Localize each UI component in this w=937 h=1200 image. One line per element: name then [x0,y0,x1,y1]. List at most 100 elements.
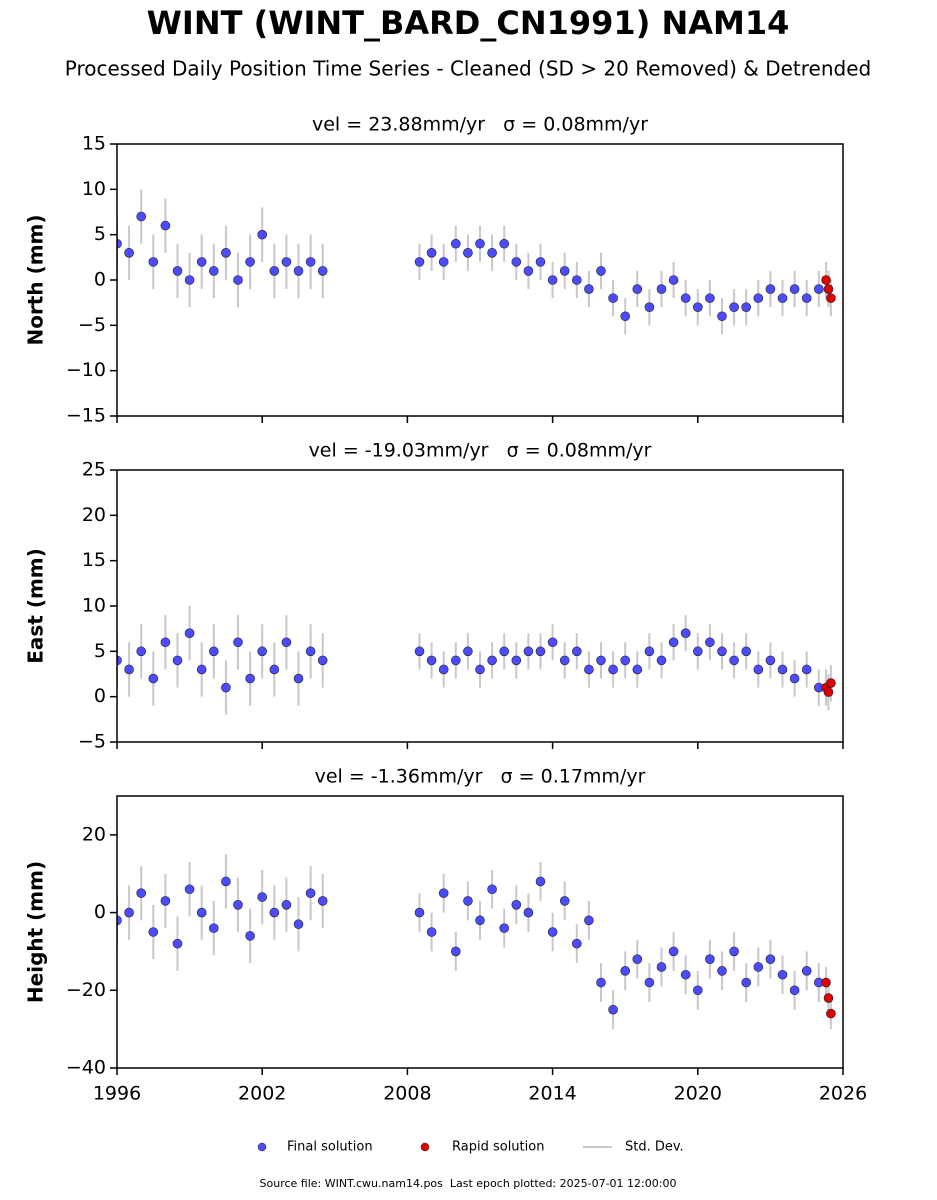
data-point [450,238,461,249]
data-point [269,664,280,675]
data-point [620,311,631,322]
data-point [692,646,703,657]
data-point [559,266,570,276]
data-point [148,927,159,937]
y-axis-label: Height (mm) [24,861,48,1003]
data-point [741,646,752,657]
y-tick-label: −40 [66,1057,106,1079]
data-point [777,293,788,303]
data-point [523,907,534,918]
x-tick-label: 1996 [93,1083,141,1105]
data-point [172,938,183,949]
data-point [656,655,667,666]
data-point [801,293,812,303]
y-tick-label: 0 [94,269,106,291]
data-point [305,888,316,898]
data-point [124,664,134,675]
data-point [233,275,243,285]
data-point [136,888,146,898]
data-point [426,655,437,666]
data-point [668,946,679,957]
data-point [765,655,776,666]
data-point [596,655,606,666]
data-point [450,655,461,666]
data-point [620,655,631,666]
data-point [777,969,788,980]
data-point [414,646,425,657]
data-point [245,931,255,941]
data-point [487,248,497,258]
data-point [499,238,510,249]
data-point [209,923,219,933]
data-point [317,896,328,906]
data-point [305,646,316,657]
panel-title: vel = 23.88mm/yr σ = 0.08mm/yr [312,114,648,136]
data-point [117,655,122,666]
y-tick-label: 10 [82,178,106,200]
axes-frame [116,795,844,1069]
data-point [584,284,594,294]
data-point [584,664,594,675]
data-point [753,664,764,675]
data-point [221,876,231,887]
data-point [729,302,739,313]
data-point [148,673,159,684]
y-tick-label: −15 [66,405,106,427]
data-point [184,275,195,285]
data-point [499,646,510,657]
y-tick-label: 15 [82,549,106,571]
data-point [801,966,812,976]
x-tick-label: 2026 [819,1083,867,1105]
data-point [823,687,834,697]
data-point [753,962,764,972]
panel-title: vel = -1.36mm/yr σ = 0.17mm/yr [315,766,646,788]
y-tick-label: 5 [94,640,106,662]
legend-marker [420,1142,430,1152]
data-point [221,248,231,258]
y-tick-label: 10 [82,595,106,617]
data-point [281,899,292,910]
data-point [511,655,522,666]
data-point [160,896,171,906]
data-point [487,884,497,895]
data-point [535,257,546,267]
data-point [705,637,715,648]
data-point [821,977,831,988]
data-point [717,311,727,322]
data-point [414,257,425,267]
data-point [257,229,268,240]
data-point [644,646,655,657]
y-axis-label: North (mm) [24,214,48,345]
data-point [741,977,752,988]
data-point [705,954,715,965]
data-point [632,954,643,965]
data-point [547,927,558,937]
data-point [172,266,183,276]
data-point [257,892,268,902]
y-tick-label: 20 [82,823,106,845]
data-point [281,257,292,267]
data-point [692,302,703,313]
data-point [668,637,679,648]
y-tick-label: −5 [78,731,106,753]
data-point [124,907,134,918]
y-tick-label: −20 [66,979,106,1001]
data-point [463,646,473,657]
x-tick-label: 2008 [383,1083,431,1105]
footer: Source file: WINT.cwu.nam14.pos Last epo… [260,1177,677,1190]
plot-area [117,189,836,335]
data-point [209,646,219,657]
plot-area [117,854,836,1030]
data-point [281,637,292,648]
figure-title: WINT (WINT_BARD_CN1991) NAM14 [147,4,790,42]
data-point [221,682,231,693]
data-point [438,257,449,267]
data-point [656,962,667,972]
data-point [608,1004,618,1015]
data-point [765,954,776,965]
data-point [269,907,280,918]
data-point [608,293,618,303]
data-point [450,946,461,957]
data-point [571,275,582,285]
y-tick-label: 20 [82,504,106,526]
